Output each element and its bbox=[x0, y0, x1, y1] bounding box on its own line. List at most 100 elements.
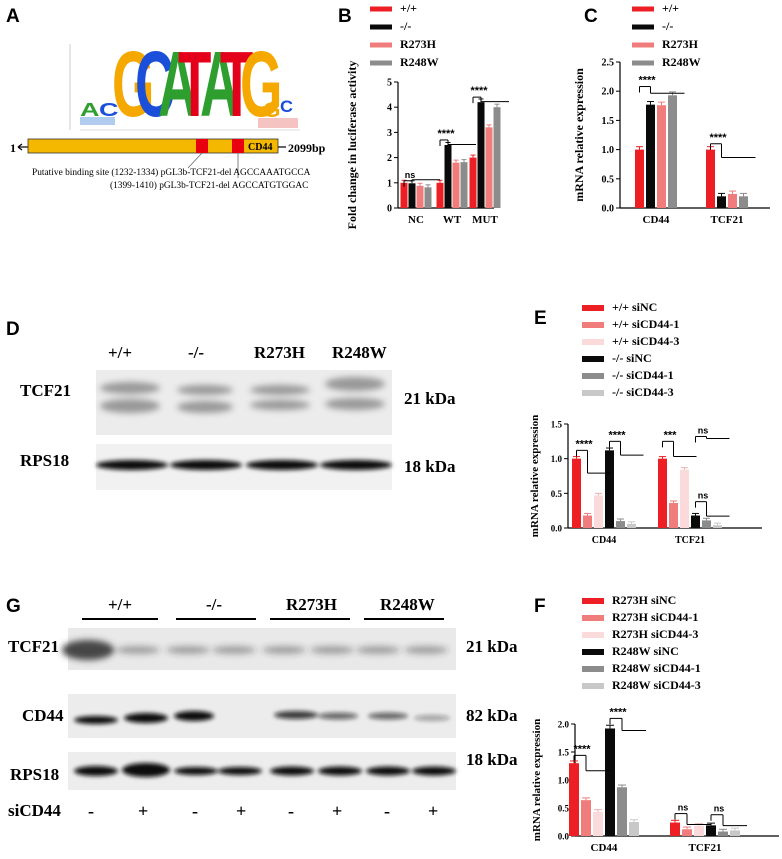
bar bbox=[581, 800, 591, 836]
bar bbox=[670, 822, 680, 836]
bar bbox=[617, 787, 627, 836]
bar bbox=[493, 107, 501, 208]
logo-letter: G bbox=[112, 33, 154, 137]
legend-swatch bbox=[370, 42, 392, 48]
bar bbox=[569, 763, 579, 836]
legend-swatch bbox=[370, 6, 392, 12]
legend-swatch bbox=[582, 598, 604, 604]
bar bbox=[635, 149, 644, 208]
sicd44-sign: + bbox=[236, 801, 246, 821]
bar bbox=[730, 830, 740, 836]
sicd44-label: siCD44 bbox=[8, 801, 61, 820]
bar bbox=[605, 728, 615, 836]
y-tick-label: 0.5 bbox=[602, 174, 615, 185]
y-tick-label: 5 bbox=[387, 78, 392, 89]
legend-label: R273H bbox=[400, 37, 437, 51]
sig-label: ns bbox=[698, 425, 709, 435]
bar bbox=[436, 182, 444, 208]
x-tick-label: MUT bbox=[472, 214, 498, 226]
bar bbox=[657, 105, 666, 208]
blot-g-group-label: -/- bbox=[206, 595, 222, 614]
sig-label: ns bbox=[698, 491, 709, 501]
y-tick-label: 2.0 bbox=[558, 720, 570, 730]
bar bbox=[702, 520, 711, 528]
blot-g-group-label: +/+ bbox=[108, 595, 132, 614]
binding-site-1 bbox=[196, 139, 208, 153]
logo-letter: C bbox=[99, 100, 119, 120]
y-tick-label: 1.5 bbox=[551, 420, 563, 430]
sig-label: **** bbox=[609, 706, 627, 718]
legend-label: -/- siCD44-1 bbox=[612, 368, 674, 382]
bar bbox=[669, 503, 678, 528]
sig-label: ns bbox=[714, 804, 725, 814]
chart-b: 0 1 2 3 4 5 Fold change in luciferase activity… bbox=[345, 1, 509, 229]
sicd44-sign: + bbox=[138, 801, 148, 821]
legend-swatch bbox=[582, 666, 604, 672]
blot-g-kda: 21 kDa bbox=[466, 637, 518, 656]
x-tick-label: CD44 bbox=[591, 842, 618, 854]
sig-label: **** bbox=[608, 429, 626, 441]
x-tick-label: NC bbox=[408, 214, 424, 226]
logo-letter: A bbox=[200, 33, 239, 137]
x-tick-label: TCF21 bbox=[675, 535, 705, 546]
sicd44-sign: - bbox=[288, 801, 294, 821]
legend-swatch bbox=[582, 356, 604, 362]
x-tick-label: CD44 bbox=[592, 535, 616, 546]
sig-label: *** bbox=[664, 429, 678, 441]
y-tick-label: 1.5 bbox=[558, 748, 570, 758]
legend-label: +/+ bbox=[662, 1, 679, 15]
bar bbox=[682, 829, 692, 836]
legend-swatch bbox=[632, 60, 654, 66]
legend-swatch bbox=[632, 24, 654, 30]
legend-label: R248W siCD44-1 bbox=[612, 661, 701, 675]
blot-d-lane-label: R273H bbox=[254, 343, 305, 362]
chart-c: 0.0 0.5 1.0 1.5 2.0 2.5 mRNA relative expressi… bbox=[572, 1, 770, 226]
legend-swatch bbox=[582, 390, 604, 396]
bar bbox=[739, 196, 748, 208]
legend-label: +/+ siCD44-1 bbox=[612, 317, 679, 331]
legend-swatch bbox=[582, 615, 604, 621]
logo-letter: A bbox=[80, 100, 100, 120]
legend-swatch bbox=[632, 42, 654, 48]
y-tick-label: 1.0 bbox=[558, 776, 570, 786]
x-tick-label: WT bbox=[443, 214, 462, 226]
panel-letter-b: B bbox=[338, 6, 352, 27]
bar bbox=[583, 515, 592, 528]
sicd44-sign: - bbox=[88, 801, 94, 821]
sig-label: **** bbox=[470, 85, 488, 97]
y-axis-label: Fold change in luciferase activity bbox=[345, 61, 359, 230]
bar bbox=[460, 162, 468, 208]
bar bbox=[452, 162, 460, 208]
panel-letter-g: G bbox=[6, 596, 21, 617]
y-axis-label: mRNA relative expression bbox=[529, 415, 541, 537]
blot-d-lane-label: -/- bbox=[188, 343, 204, 362]
blot-d-kda: 21 kDa bbox=[404, 389, 456, 408]
bar bbox=[691, 515, 700, 528]
bar bbox=[668, 95, 677, 208]
binding-site-2 bbox=[232, 139, 244, 153]
y-tick-label: 0.0 bbox=[558, 832, 570, 842]
sicd44-sign: - bbox=[384, 801, 390, 821]
bar bbox=[616, 521, 625, 528]
sig-label: **** bbox=[437, 128, 455, 140]
bar bbox=[658, 458, 667, 528]
logo-letter: T bbox=[220, 33, 253, 137]
bar bbox=[572, 458, 581, 528]
logo-letter: A bbox=[158, 33, 197, 137]
legend-label: -/- siNC bbox=[612, 351, 652, 365]
bar bbox=[646, 104, 655, 208]
legend-swatch bbox=[582, 632, 604, 638]
bar bbox=[469, 157, 477, 208]
logo-letter: C bbox=[280, 97, 293, 116]
sig-label: **** bbox=[575, 438, 593, 450]
sicd44-sign: - bbox=[192, 801, 198, 821]
bar bbox=[424, 187, 432, 208]
legend-label: +/+ siCD44-3 bbox=[612, 334, 679, 348]
blot-g-group-label: R273H bbox=[286, 595, 337, 614]
binding-site-text-1: Putative binding site (1232-1334) pGL3b-… bbox=[32, 167, 311, 178]
blot-g-group-label: R248W bbox=[380, 595, 435, 614]
y-tick-label: 3 bbox=[387, 128, 392, 139]
panel-letter-f: F bbox=[534, 596, 546, 617]
y-tick-label: 1.0 bbox=[551, 454, 563, 464]
sicd44-sign: + bbox=[332, 801, 342, 821]
